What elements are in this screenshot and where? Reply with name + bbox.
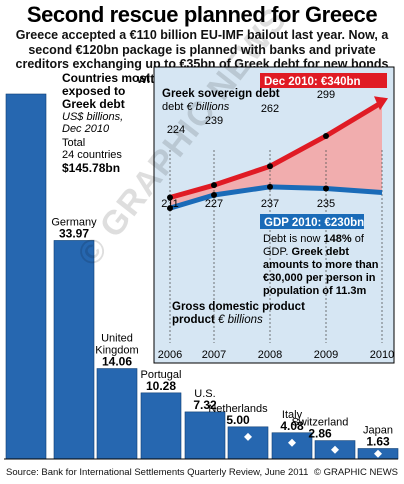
gdp-units-italic: € billions: [218, 314, 263, 326]
debt-value-label: 239: [205, 115, 223, 127]
x-tick-label: 2008: [258, 349, 282, 361]
bar-value-label: 33.97: [59, 226, 89, 240]
exposure-units-text: US$ billions, Dec 2010: [62, 111, 124, 135]
debt-point: [323, 132, 329, 139]
bar-marker: [288, 438, 296, 447]
bar-value-label: 4.08: [280, 419, 304, 433]
bar-value-label: 10.28: [146, 379, 176, 393]
note-line-1-bold: 148%: [324, 233, 352, 245]
bar: [140, 392, 182, 460]
bar-category-label: Portugal: [141, 369, 182, 381]
debt-series-title: Greek sovereign debt: [162, 88, 280, 100]
gdp-value-label: 237: [261, 198, 279, 210]
gdp-point: [323, 185, 329, 192]
bar-category-label: Germany: [51, 216, 97, 228]
note-line-3: amounts to more than: [263, 259, 379, 271]
bar-value-label: 1.63: [366, 435, 390, 449]
debt-arrow-head: [374, 96, 388, 111]
bar-category-label: Japan: [363, 425, 393, 437]
bar-value-label: 2.86: [308, 427, 332, 441]
total-value: $145.78bn: [62, 161, 121, 175]
bar-category-label: Italy: [282, 409, 303, 421]
gdp-point: [211, 192, 217, 199]
bar: [184, 411, 226, 460]
gdp-point: [167, 205, 173, 212]
total-label: Total: [62, 137, 86, 149]
debt-point: [267, 163, 273, 170]
debt-callout-text: Dec 2010: €340bn: [264, 76, 361, 88]
x-tick-label: 2006: [158, 349, 182, 361]
debt-callout-box: [260, 73, 387, 88]
bar: [53, 240, 95, 460]
bar-marker: [331, 445, 339, 454]
bar-value-label: 7.32: [193, 398, 217, 412]
bar-category-label: Netherlands: [208, 403, 268, 415]
note-line-2-bold: Greek debt: [292, 246, 350, 258]
page-title: Second rescue planned for Greece: [26, 2, 378, 27]
bar-category-label: France: [8, 71, 42, 83]
gdp-callout-text: GDP 2010: €230bn: [264, 217, 364, 229]
bar-category-label: Kingdom: [95, 345, 138, 357]
note-line-4: €30,000 per person in: [263, 272, 376, 284]
bar: [96, 368, 138, 460]
gdp-callout-box: [260, 214, 364, 229]
bar-value-label: 56.74: [8, 82, 38, 96]
debt-gdp-line-chart: 2006 2007 2008 2009 2010 224 239 262 299 211 227 23…: [158, 73, 394, 361]
debt-value-label: 224: [167, 124, 185, 136]
debt-gdp-gap-area: [170, 102, 382, 209]
exposure-heading: Countries most exposed to Greek debt: [62, 71, 151, 111]
exposure-units: US$ billions, Dec 2010: [62, 111, 142, 135]
bar-marker: [244, 432, 252, 441]
debt-units-italic: € billions: [186, 101, 229, 113]
footer: Source: Bank for International Settlemen…: [6, 466, 398, 482]
credit-note: © GRAPHIC NEWS: [313, 467, 398, 478]
bar-category-label: U.S.: [194, 388, 215, 400]
x-tick-label: 2009: [314, 349, 338, 361]
debt-value-label: 299: [317, 89, 335, 101]
gdp-value-label: 227: [205, 198, 223, 210]
debt-point: [211, 182, 217, 189]
bar-marker: [374, 449, 382, 458]
bar-value-label: 14.06: [102, 355, 132, 369]
bar: [5, 93, 47, 460]
note-line-2: GDP. Greek debt: [263, 246, 349, 258]
gdp-value-label: 235: [317, 198, 335, 210]
bar-category-label: United: [101, 333, 133, 345]
note-line-5: population of 11.3m: [263, 285, 367, 297]
note-line-1: Debt is now 148% of: [263, 233, 365, 245]
total-count: 24 countries: [62, 149, 122, 161]
gdp-series-title: Gross domestic product: [172, 301, 305, 313]
debt-point: [167, 194, 173, 201]
gdp-point: [267, 183, 273, 190]
gdp-value-label: 211: [161, 198, 179, 210]
gdp-series-units: product € billions: [172, 314, 263, 326]
bar: [227, 426, 269, 460]
note-line-1-rest: of: [352, 233, 365, 245]
bar-category-label: Switzerland: [292, 417, 349, 429]
x-tick-label: 2007: [202, 349, 226, 361]
debt-series-units: debt € billions: [162, 101, 230, 113]
x-tick-label: 2010: [370, 349, 394, 361]
debt-value-label: 262: [261, 103, 279, 115]
source-note: Source: Bank for International Settlemen…: [6, 467, 309, 478]
bar-value-label: 5.00: [226, 413, 250, 427]
